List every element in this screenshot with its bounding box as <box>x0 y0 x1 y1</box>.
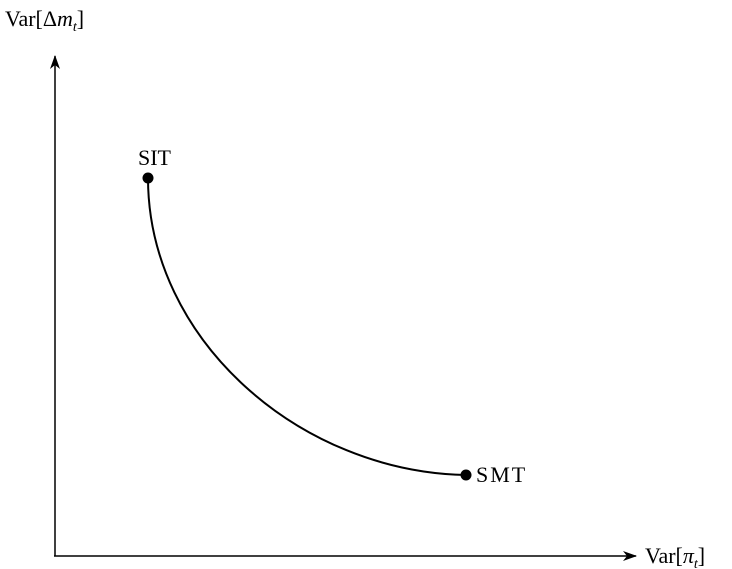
x-axis-label: Var[πt] <box>645 543 705 569</box>
tradeoff-curve <box>147 177 467 476</box>
point-label: SIT <box>138 145 172 170</box>
point-sit <box>142 172 154 184</box>
point-smt <box>460 469 472 481</box>
point-label: SMT <box>476 462 527 487</box>
y-axis-label: Var[Δmt] <box>5 6 84 35</box>
